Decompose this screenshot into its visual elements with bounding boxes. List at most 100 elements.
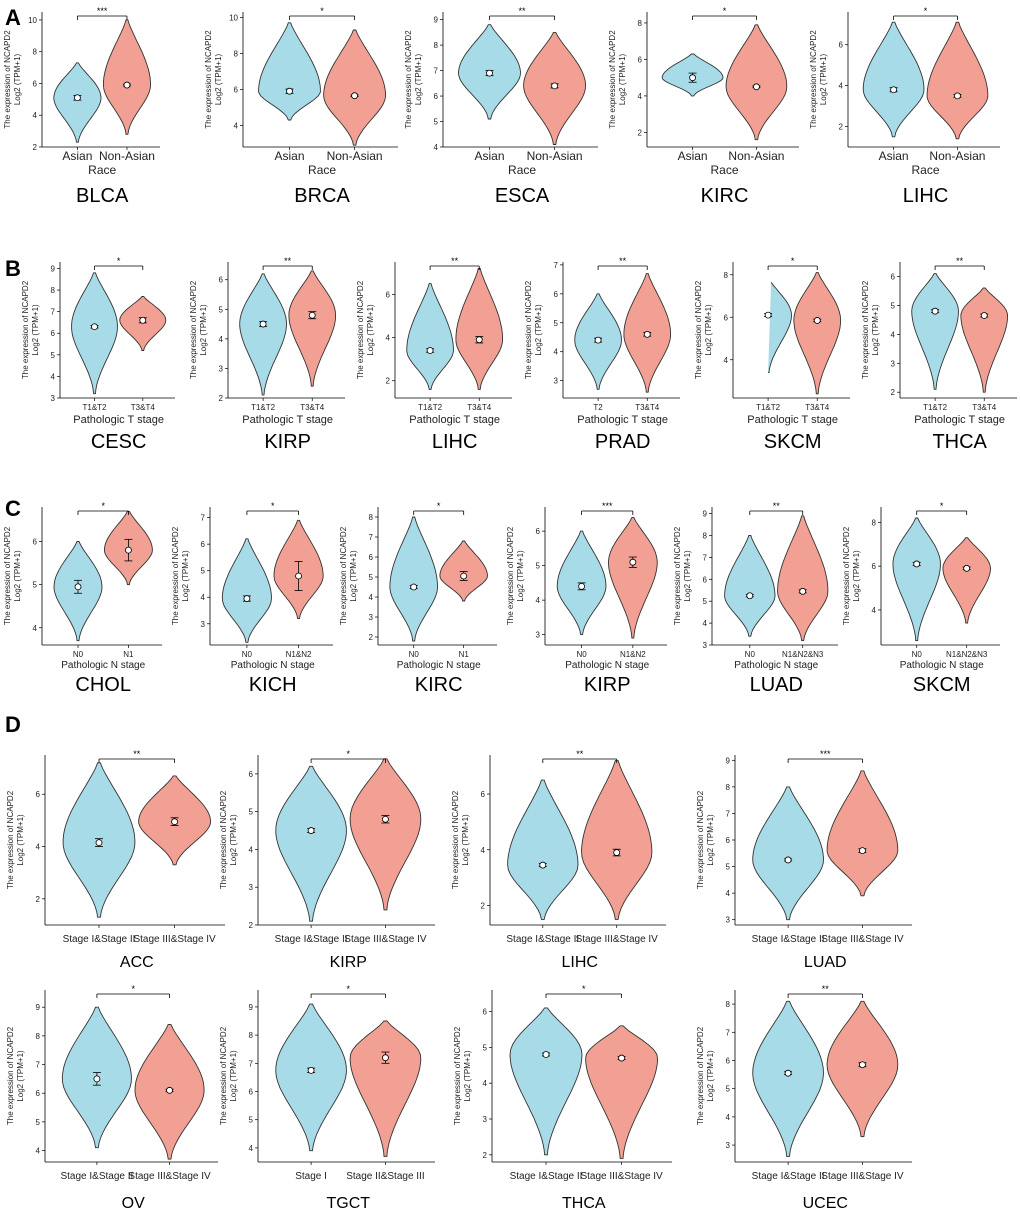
- category-label: Stage I&Stage II: [275, 934, 348, 945]
- category-label: T1&T2: [756, 403, 781, 412]
- y-axis-title: The expression of NCAPD2Log2 (TPM+1): [451, 790, 470, 889]
- category-label: N1: [123, 650, 134, 659]
- y-tick-label: 7: [369, 533, 374, 542]
- median-point: [460, 572, 468, 580]
- y-axis-title-line2: Log2 (TPM+1): [13, 550, 22, 602]
- significance-stars: *: [320, 6, 324, 16]
- category-label: T1&T2: [82, 403, 107, 412]
- chart-title: BLCA: [76, 185, 129, 207]
- violin-chart-cesc: 3 4 5 6 7 8 9 The expression of NCAPD2Log2 (TPM…: [21, 256, 175, 453]
- x-axis-title: Pathologic N stage: [734, 660, 818, 671]
- violin-chart-kirp: 2 3 4 5 6 The expression of NCAPD2Log2 (TPM+1…: [189, 256, 345, 453]
- y-tick-label: 7: [726, 809, 731, 818]
- y-tick-label: 5: [726, 863, 731, 872]
- y-axis-title-line1: The expression of NCAPD2: [453, 1026, 462, 1125]
- category-label: T3&T4: [131, 403, 156, 412]
- violin-chart-brca: 4 6 8 10 The expression of NCAPD2Log2 (TPM+1…: [204, 6, 398, 207]
- median-point: [307, 827, 315, 834]
- significance-stars: ***: [97, 6, 108, 16]
- y-axis-title: The expression of NCAPD2Log2 (TPM+1): [608, 30, 627, 129]
- chart-title: ACC: [120, 954, 154, 971]
- chart-title: KICH: [249, 674, 297, 696]
- y-tick-label: 7: [249, 1059, 254, 1068]
- y-tick-label: 4: [481, 846, 486, 855]
- chart-title: SKCM: [913, 674, 971, 696]
- chart-title: CESC: [91, 431, 147, 453]
- median-point: [643, 330, 651, 338]
- y-axis-title-line2: Log2 (TPM+1): [13, 53, 22, 105]
- panel-label-d: D: [5, 712, 21, 737]
- category-label: Stage III&Stage IV: [580, 1171, 663, 1182]
- y-axis-title: The expression of NCAPD2Log2 (TPM+1): [673, 526, 692, 625]
- y-axis-title-line1: The expression of NCAPD2: [673, 526, 682, 625]
- median-point: [813, 317, 821, 324]
- y-tick-label: 4: [36, 1147, 41, 1156]
- y-axis-title: The expression of NCAPD2Log2 (TPM+1): [696, 790, 715, 889]
- y-axis-title-line1: The expression of NCAPD2: [451, 790, 460, 889]
- chart-title: KIRP: [264, 431, 311, 453]
- median-point: [746, 592, 754, 600]
- violin-chart-lihc: 2 4 6 The expression of NCAPD2Log2 (TPM+1) A…: [809, 6, 1000, 207]
- violin-chart-chol: 4 5 6 The expression of NCAPD2Log2 (TPM+1) N…: [3, 501, 162, 696]
- chart-title: TGCT: [326, 1195, 370, 1212]
- panel-label-b: B: [5, 256, 21, 281]
- chart-title: UCEC: [803, 1195, 848, 1212]
- category-label: Stage II&Stage III: [346, 1171, 424, 1182]
- chart-title: LIHC: [562, 954, 598, 971]
- y-tick-label: 6: [36, 1089, 41, 1098]
- y-axis-title-line2: Log2 (TPM+1): [414, 53, 423, 105]
- category-label: Stage III&Stage IV: [821, 934, 904, 945]
- violin-chart-kirc: 2 4 6 8 The expression of NCAPD2Log2 (TPM+1)…: [608, 6, 799, 207]
- y-tick-label: 4: [249, 1144, 254, 1153]
- y-tick-label: 9: [703, 510, 708, 519]
- violin-chart-luad: 3 4 5 6 7 8 9 The expression of NCAPD2Log2 (TPM…: [673, 501, 838, 696]
- y-axis-title-line1: The expression of NCAPD2: [842, 526, 851, 625]
- category-label: N1&N2: [286, 650, 312, 659]
- significance-stars: *: [347, 984, 351, 994]
- violin-group1: [507, 779, 579, 920]
- median-point: [913, 560, 921, 568]
- median-point: [764, 311, 772, 319]
- significance-stars: *: [723, 6, 727, 16]
- y-tick-label: 5: [201, 567, 206, 576]
- y-axis-title: The expression of NCAPD2Log2 (TPM+1): [809, 30, 828, 129]
- median-point: [980, 312, 988, 319]
- violin-group1: [862, 21, 925, 138]
- median-point: [139, 316, 147, 324]
- y-tick-label: 4: [483, 1079, 488, 1088]
- median-point: [486, 69, 493, 77]
- violin-group2: [455, 268, 504, 390]
- median-point: [243, 595, 251, 602]
- violin-group1: [724, 535, 776, 637]
- y-tick-label: 5: [249, 1116, 254, 1125]
- significance-stars: *: [117, 256, 121, 266]
- y-tick-label: 3: [249, 883, 254, 892]
- y-tick-label: 7: [554, 261, 559, 270]
- median-point: [74, 583, 82, 591]
- y-axis-title-line2: Log2 (TPM+1): [819, 53, 828, 105]
- category-label: Non-Asian: [527, 149, 583, 163]
- significance-stars: **: [133, 749, 141, 759]
- y-axis-title-line1: The expression of NCAPD2: [809, 30, 818, 129]
- y-tick-label: 3: [369, 613, 374, 622]
- median-point: [95, 839, 103, 847]
- violin-group2: [793, 272, 842, 395]
- y-tick-label: 6: [219, 276, 224, 285]
- significance-stars: **: [822, 984, 830, 994]
- category-label: Non-Asian: [929, 149, 985, 163]
- violin-group1: [275, 765, 347, 922]
- category-label: Non-Asian: [99, 149, 155, 163]
- y-axis-title-line2: Log2 (TPM+1): [706, 1050, 715, 1102]
- x-axis-title: Pathologic N stage: [565, 660, 649, 671]
- y-tick-label: 9: [434, 16, 439, 25]
- category-label: Non-Asian: [728, 149, 784, 163]
- y-axis-title-line1: The expression of NCAPD2: [339, 526, 348, 625]
- y-axis-title-line2: Log2 (TPM+1): [16, 814, 25, 866]
- y-axis-title-line2: Log2 (TPM+1): [534, 304, 543, 356]
- y-tick-label: 2: [219, 394, 224, 403]
- y-axis-title-line1: The expression of NCAPD2: [219, 790, 228, 889]
- chart-title: BRCA: [294, 185, 350, 207]
- median-point: [307, 1066, 315, 1074]
- violin-group2: [926, 21, 989, 140]
- y-axis-title: The expression of NCAPD2Log2 (TPM+1): [21, 280, 40, 379]
